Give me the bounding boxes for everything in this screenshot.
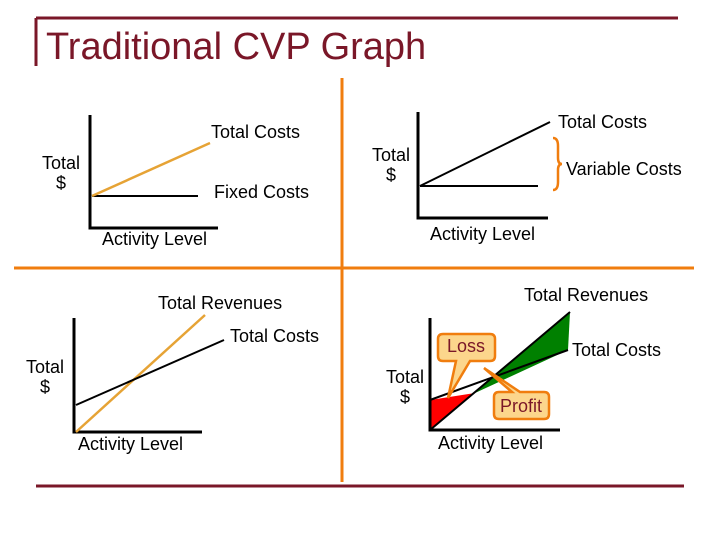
total-costs-line-top-left (91, 141, 211, 198)
panel-bottom-right (428, 311, 571, 432)
panel-top-left (88, 115, 218, 230)
panel-top-right (416, 112, 563, 220)
total-costs-line-top-right (419, 121, 551, 187)
y-axis-label-bottom-right: Total $ (385, 367, 425, 407)
loss-callout (436, 332, 497, 399)
quadrant-dividers (14, 78, 694, 482)
axes-bottom-left (72, 318, 202, 434)
x-axis-label-top-left: Activity Level (102, 229, 208, 249)
page-title: Traditional CVP Graph (46, 26, 427, 68)
axes-top-left (88, 115, 218, 230)
axes-top-right (416, 112, 548, 220)
x-axis-label-top-right: Activity Level (430, 224, 536, 244)
x-axis-label-bottom-right: Activity Level (438, 433, 544, 453)
y-axis-label-bottom-left: Total $ (25, 357, 65, 397)
variable-costs-brace (552, 136, 563, 192)
panel-bottom-left (72, 314, 225, 434)
total-revenues-label-bottom-left: Total Revenues (158, 293, 283, 313)
total-costs-label-bottom-left: Total Costs (230, 326, 320, 346)
loss-label: Loss (447, 336, 486, 356)
total-costs-line-bottom-left (75, 339, 225, 406)
total-revenues-line-bottom-left (75, 314, 206, 433)
total-revenues-label-bottom-right: Total Revenues (524, 285, 649, 305)
x-axis-label-bottom-left: Activity Level (78, 434, 184, 454)
y-axis-label-top-left: Total $ (41, 153, 81, 193)
total-revenues-line-bottom-right (429, 311, 571, 431)
profit-callout (483, 366, 551, 421)
fixed-costs-label: Fixed Costs (214, 182, 310, 202)
y-axis-label-top-right: Total $ (371, 145, 411, 185)
total-costs-label-top-left: Total Costs (211, 122, 301, 142)
profit-label: Profit (500, 396, 543, 416)
title-frame (34, 16, 678, 66)
total-costs-label-top-right: Total Costs (558, 112, 648, 132)
variable-costs-label: Variable Costs (566, 159, 682, 179)
total-costs-label-bottom-right: Total Costs (572, 340, 662, 360)
